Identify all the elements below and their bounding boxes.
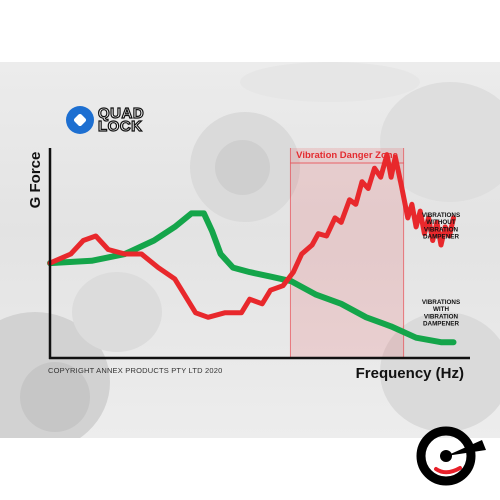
y-axis-label: G Force bbox=[27, 152, 44, 209]
x-axis-label: Frequency (Hz) bbox=[356, 365, 464, 382]
quad-lock-icon bbox=[66, 106, 94, 134]
series-line-with-dampener bbox=[47, 210, 457, 346]
series-label-with-dampener: VIBRATIONS WITH VIBRATION DAMPENER bbox=[422, 299, 460, 328]
danger-zone-title: Vibration Danger Zone bbox=[296, 150, 398, 161]
background-photo bbox=[0, 62, 500, 438]
logo-wordmark: QUAD LOCK bbox=[97, 105, 145, 135]
quad-lock-logo: QUAD LOCK bbox=[66, 105, 145, 135]
series-line-without-dampener bbox=[47, 152, 456, 320]
copyright-notice: COPYRIGHT ANNEX PRODUCTS PTY LTD 2020 bbox=[48, 366, 223, 375]
series-label-without-dampener: VIBRATIONS WITHOUT VIBRATION DAMPENER bbox=[422, 212, 460, 241]
corner-brand-icon bbox=[416, 426, 486, 486]
